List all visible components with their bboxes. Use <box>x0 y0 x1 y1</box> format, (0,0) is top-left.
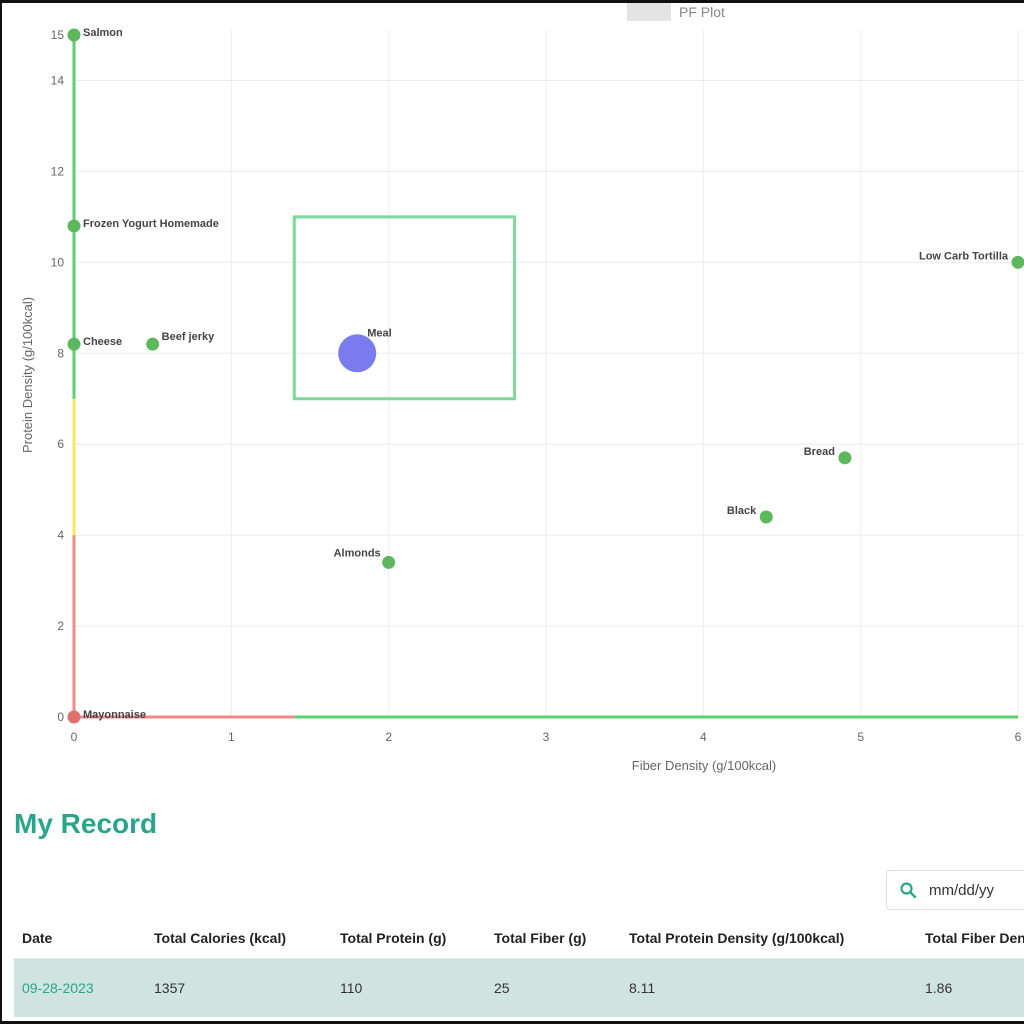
point-label: Beef jerky <box>162 331 215 343</box>
cell-total-fiber: 25 <box>494 958 629 1017</box>
data-point <box>67 710 81 724</box>
data-point <box>382 555 396 569</box>
y-tick-label: 8 <box>57 346 64 360</box>
search-icon <box>900 882 917 899</box>
point-label: Meal <box>367 327 391 339</box>
data-point <box>67 219 81 233</box>
point-label: Salmon <box>83 27 123 39</box>
x-axis-title: Fiber Density (g/100kcal) <box>632 758 777 773</box>
point-label: Black <box>727 505 757 517</box>
point-label: Frozen Yogurt Homemade <box>83 218 219 230</box>
data-point <box>67 28 81 42</box>
table-row[interactable]: 09-28-2023 1357 110 25 8.11 1.86 <box>14 958 1024 1017</box>
table-header-row: Date Total Calories (kcal) Total Protein… <box>14 918 1024 959</box>
cell-date[interactable]: 09-28-2023 <box>14 958 154 1017</box>
x-tick-label: 3 <box>543 730 550 744</box>
data-point <box>838 451 852 465</box>
target-zone <box>292 215 517 401</box>
column-header-fiber-density[interactable]: Total Fiber Density <box>925 918 1024 959</box>
column-header-total-calories[interactable]: Total Calories (kcal) <box>154 918 340 959</box>
date-search-input[interactable] <box>927 880 1024 900</box>
y-tick-label: 12 <box>51 164 65 178</box>
x-tick-label: 5 <box>857 730 864 744</box>
column-header-total-fiber[interactable]: Total Fiber (g) <box>494 918 629 959</box>
legend[interactable]: PF Plot <box>627 3 725 21</box>
data-point <box>146 337 160 351</box>
data-points: Salmon Frozen Yogurt Homemade Cheese Beef j… <box>67 27 1024 724</box>
y-tick-label: 6 <box>57 437 64 451</box>
y-tick-label: 15 <box>51 28 65 42</box>
y-tick-label: 4 <box>57 528 64 542</box>
y-tick-label: 0 <box>57 710 64 724</box>
x-tick-label: 1 <box>228 730 235 744</box>
cell-total-calories: 1357 <box>154 958 340 1017</box>
date-search-box[interactable] <box>886 870 1024 910</box>
y-tick-label: 10 <box>51 255 65 269</box>
point-label: Low Carb Tortilla <box>919 250 1009 262</box>
y-axis-title: Protein Density (g/100kcal) <box>20 297 35 453</box>
point-label: Almonds <box>334 547 381 559</box>
point-label: Cheese <box>83 336 122 348</box>
data-point <box>1011 255 1024 269</box>
x-tick-label: 4 <box>700 730 707 744</box>
x-tick-label: 2 <box>385 730 392 744</box>
record-title: My Record <box>14 808 158 839</box>
column-header-date[interactable]: Date <box>14 918 154 959</box>
column-header-protein-density[interactable]: Total Protein Density (g/100kcal) <box>629 918 925 959</box>
data-point <box>67 337 81 351</box>
record-table: Date Total Calories (kcal) Total Protein… <box>14 918 1024 1017</box>
legend-label: PF Plot <box>679 4 725 20</box>
chart-grid <box>73 30 1024 718</box>
legend-swatch <box>627 3 671 21</box>
x-tick-label: 0 <box>71 730 78 744</box>
data-point <box>759 510 773 524</box>
point-label: Mayonnaise <box>83 709 146 721</box>
y-tick-label: 14 <box>51 73 65 87</box>
cell-protein-density: 8.11 <box>629 958 925 1017</box>
highlight-point <box>338 334 377 373</box>
x-tick-label: 6 <box>1015 730 1022 744</box>
y-tick-label: 2 <box>57 619 64 633</box>
point-label: Bread <box>804 446 835 458</box>
cell-fiber-density: 1.86 <box>925 958 1024 1017</box>
cell-total-protein: 110 <box>340 958 494 1017</box>
column-header-total-protein[interactable]: Total Protein (g) <box>340 918 494 959</box>
